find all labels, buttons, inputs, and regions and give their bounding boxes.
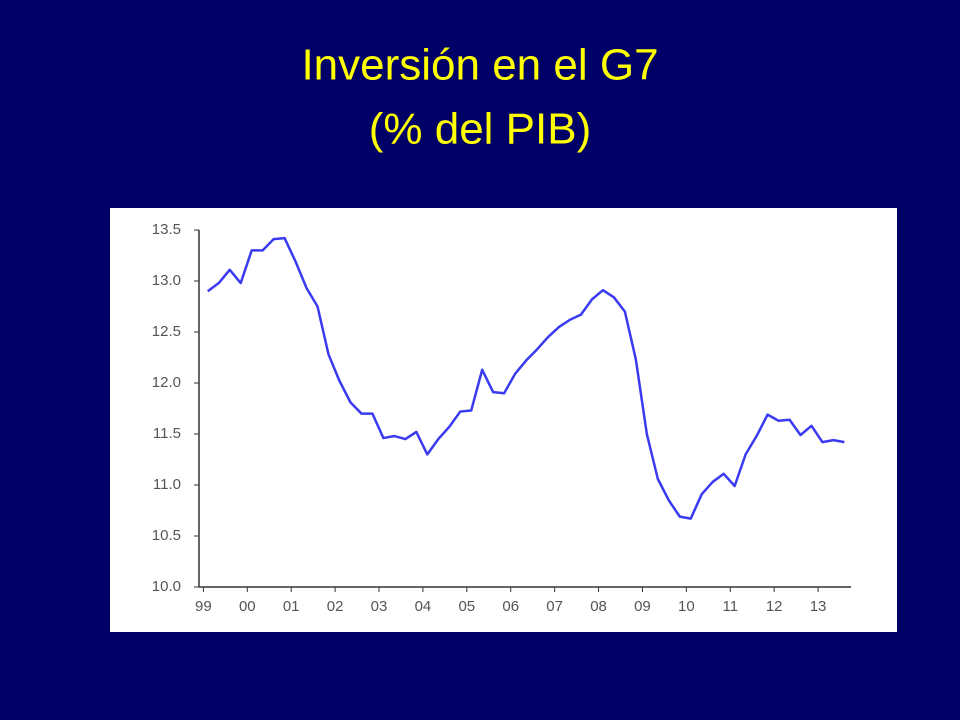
x-tick-label: 01: [283, 598, 300, 615]
y-tick-label: 13.5: [152, 221, 181, 238]
y-tick-label: 11.5: [153, 425, 181, 442]
x-tick-label: 09: [634, 598, 651, 615]
x-tick-label: 02: [327, 598, 344, 615]
y-tick-label: 10.0: [152, 578, 181, 595]
x-tick-label: 10: [678, 598, 695, 615]
y-tick-label: 13.0: [152, 272, 181, 289]
x-tick-label: 06: [502, 598, 519, 615]
plot: 10.0 10.5 11.0 11.5 12.0 12.5 13.0 13.5 99 00 01 02…: [152, 221, 851, 615]
chart-title: Inversión en el G7: [301, 41, 658, 90]
y-tick-label: 10.5: [152, 527, 181, 544]
chart-subtitle: (% del PIB): [369, 105, 592, 154]
x-tick-label: 12: [766, 598, 783, 615]
x-tick-label: 11: [722, 598, 738, 615]
y-tick-label: 12.0: [152, 374, 181, 391]
y-tick-label: 11.0: [153, 476, 181, 493]
x-tick-label: 07: [546, 598, 563, 615]
y-tick-label: 12.5: [152, 323, 181, 340]
x-tick-label: 13: [810, 598, 827, 615]
data-line: [207, 236, 845, 520]
x-tick-label: 00: [239, 598, 256, 615]
x-tick-label: 08: [590, 598, 607, 615]
x-tick-label: 99: [195, 598, 212, 615]
x-tick-label: 04: [415, 598, 432, 615]
x-tick-label: 05: [458, 598, 475, 615]
x-tick-label: 03: [371, 598, 388, 615]
